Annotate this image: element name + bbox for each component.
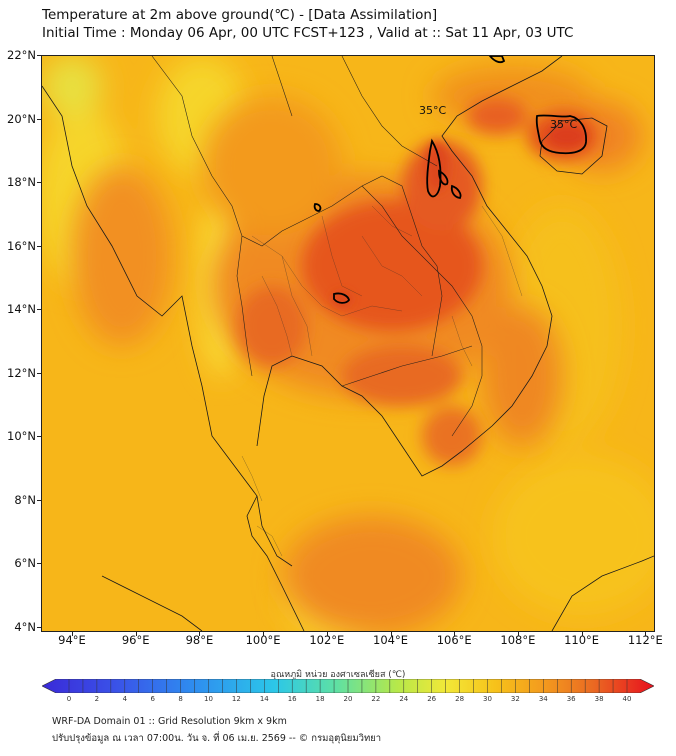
lat-tick (37, 436, 41, 437)
lon-tick (517, 632, 519, 636)
lat-label: 22°N (7, 48, 36, 62)
colorbar-label: 16 (287, 695, 297, 703)
lat-label: 14°N (7, 302, 36, 316)
colorbar-label: 34 (538, 695, 548, 703)
lat-tick (37, 309, 41, 310)
colorbar-label: 4 (122, 695, 128, 703)
colorbar-title: อุณหภูมิ หน่วย องศาเซลเซียส (℃) (270, 670, 406, 680)
lon-label: 102°E (309, 633, 345, 647)
lat-tick (37, 626, 41, 628)
colorbar-label: 30 (483, 695, 492, 703)
colorbar-label: 18 (315, 695, 325, 703)
colorbar-label: 0 (66, 695, 72, 703)
colorbar-label: 20 (343, 695, 353, 703)
colorbar-label: 2 (94, 695, 100, 703)
lat-label: 18°N (7, 175, 36, 189)
lat-label: 8°N (14, 492, 36, 507)
temperature-field (42, 56, 654, 631)
lon-tick (645, 632, 647, 636)
map-subtitle: Initial Time : Monday 06 Apr, 00 UTC FCS… (42, 25, 574, 41)
lon-tick (72, 632, 73, 636)
lat-label: 12°N (7, 365, 36, 380)
colorbar-label: 28 (455, 695, 465, 703)
lon-label: 96°E (121, 633, 150, 647)
lon-tick (390, 632, 392, 636)
lon-label: 104°E (373, 633, 408, 647)
colorbar-label: 38 (594, 695, 604, 703)
country-borders (151, 56, 483, 437)
lat-label: 4°N (14, 619, 36, 634)
lat-label: 6°N (14, 556, 36, 570)
lon-label: 108°E (500, 633, 536, 647)
contour-label-35c-west: 35°C (419, 104, 447, 117)
contour-label-35c-hainan: 35°C (550, 118, 578, 131)
colorbar-label: 36 (566, 695, 576, 703)
lat-tick (37, 563, 41, 564)
colorbar-label: 22 (371, 695, 381, 703)
lon-label: 110°E (564, 633, 600, 647)
lon-tick (454, 632, 456, 636)
lon-tick (263, 632, 265, 636)
lat-tick (37, 372, 41, 374)
lat-label: 16°N (7, 238, 36, 253)
coastlines (42, 56, 654, 631)
temperature-map: 35°C 35°C (41, 55, 655, 632)
lon-tick (326, 632, 328, 636)
colorbar-label: 6 (150, 695, 155, 703)
contour-35c (313, 56, 587, 304)
colorbar-label: 8 (178, 695, 183, 703)
colorbar-label: 26 (427, 695, 437, 703)
lon-tick (581, 632, 583, 636)
lat-label: 20°N (7, 111, 36, 126)
lon-label: 112°E (627, 633, 663, 647)
lon-tick (135, 632, 137, 636)
lat-tick (37, 182, 41, 183)
lat-label: 10°N (7, 429, 36, 443)
colorbar-label: 24 (399, 695, 409, 703)
lon-tick (199, 632, 201, 636)
lon-label: 94°E (58, 633, 86, 647)
colorbar-label: 32 (510, 695, 520, 703)
map-title: Temperature at 2m above ground(℃) - [Dat… (42, 7, 438, 23)
lon-label: 100°E (245, 633, 281, 647)
lon-label: 106°E (436, 633, 472, 647)
temperature-colorbar (42, 679, 654, 693)
colorbar-label: 12 (231, 695, 241, 703)
colorbar-label: 40 (622, 695, 632, 703)
footer-model-info: WRF-DA Domain 01 :: Grid Resolution 9km … (52, 716, 287, 727)
lat-tick (37, 245, 41, 247)
footer-update-info: ปรับปรุงข้อมูล ณ เวลา 07:00น. วัน จ. ที่… (52, 733, 382, 744)
lon-label: 98°E (185, 633, 214, 647)
lat-tick (37, 499, 41, 501)
colorbar-label: 14 (259, 695, 269, 703)
colorbar-label: 10 (204, 695, 213, 703)
lat-tick (37, 55, 41, 56)
province-lines (241, 205, 523, 557)
lat-tick (37, 118, 41, 120)
